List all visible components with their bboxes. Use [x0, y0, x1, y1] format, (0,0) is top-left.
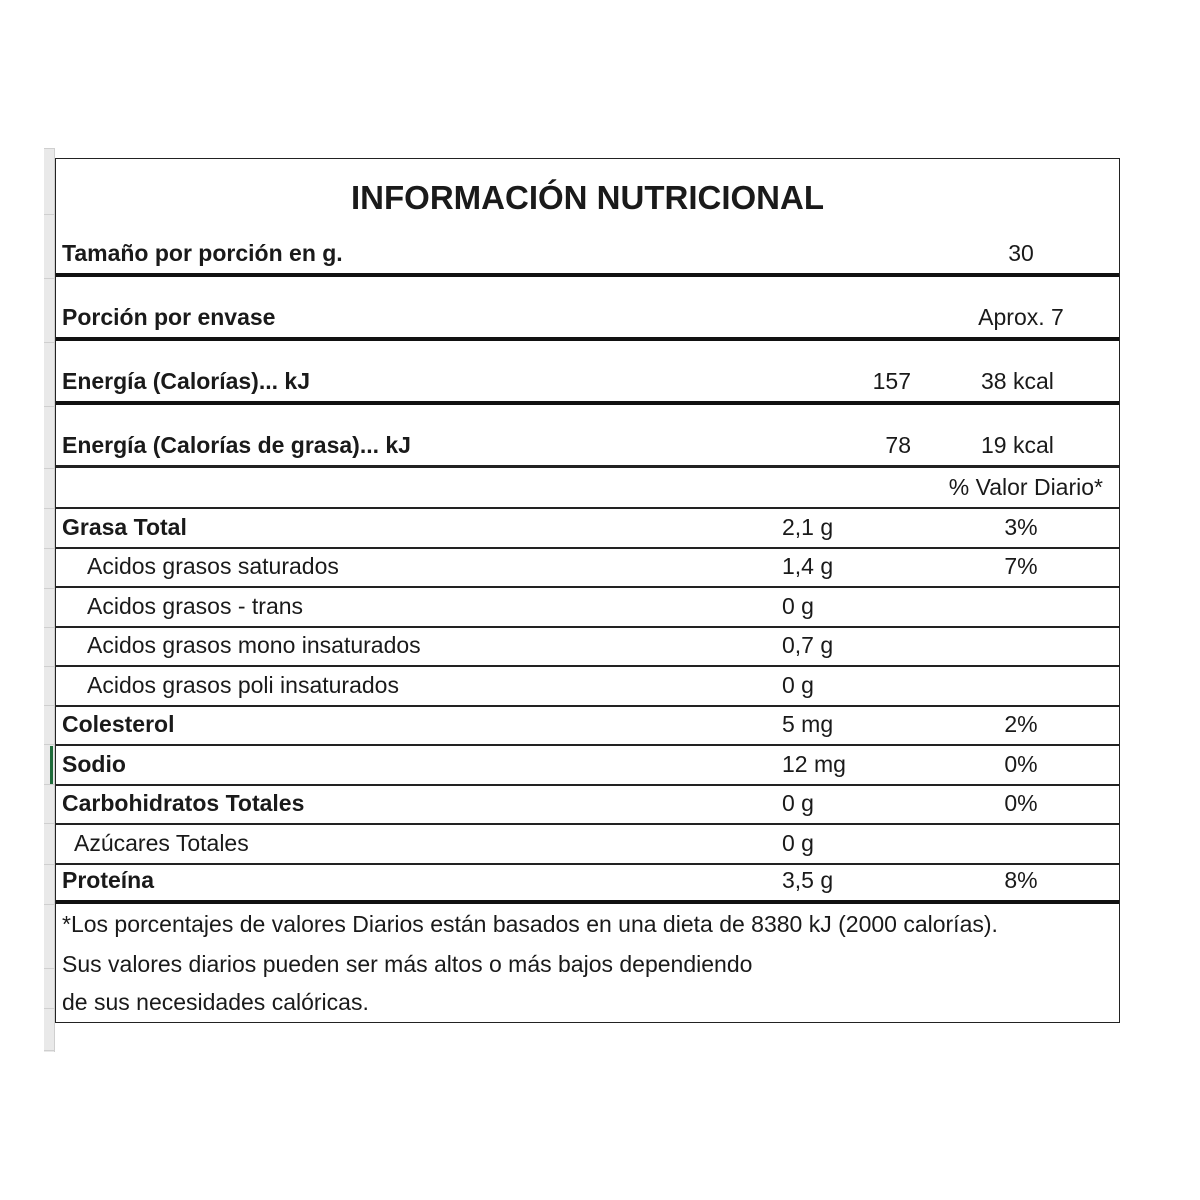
- nutrient-label: Carbohidratos Totales: [62, 790, 305, 816]
- energy-kj: 157: [872, 368, 911, 394]
- nutrient-label: Grasa Total: [62, 513, 187, 540]
- nutrient-row[interactable]: Grasa Total 2,1 g 3%: [56, 509, 1119, 549]
- nutrient-label: Acidos grasos mono insaturados: [87, 632, 421, 658]
- nutrient-amount: 0 g: [782, 829, 814, 856]
- row-divider: [44, 342, 54, 343]
- row-divider: [44, 406, 54, 407]
- energy-kcal: 38 kcal: [981, 368, 1054, 394]
- row-divider: [44, 705, 54, 706]
- nutrition-table: INFORMACIÓN NUTRICIONAL Tamaño por porci…: [55, 158, 1120, 1023]
- row-divider: [44, 1050, 54, 1051]
- row-divider: [44, 666, 54, 667]
- nutrient-label: Acidos grasos saturados: [87, 553, 339, 579]
- nutrient-daily-value: 0%: [1004, 750, 1038, 777]
- servings-label: Porción por envase: [62, 304, 276, 330]
- energy-fat-row[interactable]: Energía (Calorías de grasa)... kJ 78 19 …: [56, 405, 1119, 468]
- nutrient-daily-value: 0%: [1004, 790, 1038, 816]
- nutrient-amount: 5 mg: [782, 711, 834, 737]
- nutrient-row[interactable]: Carbohidratos Totales 0 g 0%: [56, 786, 1119, 825]
- nutrient-row[interactable]: Acidos grasos mono insaturados 0,7 g: [56, 628, 1119, 667]
- page-title: INFORMACIÓN NUTRICIONAL: [351, 179, 824, 216]
- row-divider: [44, 823, 54, 824]
- row-divider: [44, 784, 54, 785]
- nutrient-amount: 0,7 g: [782, 632, 834, 658]
- nutrient-label: Sodio: [62, 750, 126, 777]
- row-divider: [44, 148, 54, 149]
- nutrient-row[interactable]: Colesterol 5 mg 2%: [56, 707, 1119, 746]
- nutrient-amount: 0 g: [782, 671, 814, 698]
- row-divider: [44, 468, 54, 469]
- row-divider: [44, 1008, 54, 1009]
- nutrient-label: Azúcares Totales: [74, 829, 249, 856]
- selected-cell-indicator: [50, 746, 53, 784]
- nutrient-amount: 3,5 g: [782, 867, 834, 893]
- serving-size-value: 30: [1008, 240, 1034, 266]
- servings-row[interactable]: Porción por envase Aprox. 7: [56, 277, 1119, 341]
- nutrient-row[interactable]: Azúcares Totales 0 g: [56, 825, 1119, 865]
- nutrient-daily-value: 3%: [1004, 513, 1038, 540]
- energy-label: Energía (Calorías)... kJ: [62, 368, 310, 394]
- energy-fat-label: Energía (Calorías de grasa)... kJ: [62, 432, 411, 458]
- nutrient-row[interactable]: Acidos grasos poli insaturados 0 g: [56, 667, 1119, 707]
- servings-value: Aprox. 7: [978, 304, 1064, 330]
- row-divider: [44, 508, 54, 509]
- row-divider: [44, 904, 54, 905]
- nutrient-label: Colesterol: [62, 711, 175, 737]
- footnote-line[interactable]: de sus necesidades calóricas.: [62, 989, 369, 1015]
- row-divider: [44, 864, 54, 865]
- nutrient-amount: 0 g: [782, 592, 814, 619]
- row-divider: [44, 588, 54, 589]
- nutrient-daily-value: 7%: [1004, 553, 1038, 579]
- nutrient-amount: 0 g: [782, 790, 814, 816]
- nutrient-label: Acidos grasos poli insaturados: [87, 671, 399, 698]
- row-header-rail: [44, 148, 55, 1052]
- nutrient-amount: 1,4 g: [782, 553, 834, 579]
- nutrient-daily-value: 2%: [1004, 711, 1038, 737]
- nutrient-row[interactable]: Acidos grasos saturados 1,4 g 7%: [56, 549, 1119, 588]
- energy-fat-kcal: 19 kcal: [981, 432, 1054, 458]
- footnote-line[interactable]: Sus valores diarios pueden ser más altos…: [62, 951, 753, 977]
- title-row: INFORMACIÓN NUTRICIONAL: [56, 159, 1119, 231]
- nutrient-row[interactable]: Proteína 3,5 g 8%: [56, 865, 1119, 904]
- serving-size-label: Tamaño por porción en g.: [62, 240, 343, 266]
- nutrient-label: Acidos grasos - trans: [87, 592, 304, 619]
- row-divider: [44, 968, 54, 969]
- nutrient-row[interactable]: Acidos grasos - trans 0 g: [56, 588, 1119, 628]
- nutrient-amount: 2,1 g: [782, 513, 834, 540]
- energy-row[interactable]: Energía (Calorías)... kJ 157 38 kcal: [56, 341, 1119, 405]
- row-divider: [44, 278, 54, 279]
- serving-size-row[interactable]: Tamaño por porción en g. 30: [56, 231, 1119, 277]
- row-divider: [44, 627, 54, 628]
- nutrient-amount: 12 mg: [782, 750, 846, 777]
- nutrient-label: Proteína: [62, 867, 155, 893]
- footnote-line[interactable]: *Los porcentajes de valores Diarios está…: [62, 911, 998, 937]
- row-divider: [44, 744, 54, 745]
- row-divider: [44, 548, 54, 549]
- daily-value-header-row[interactable]: % Valor Diario*: [56, 468, 1119, 509]
- daily-value-header: % Valor Diario*: [948, 474, 1103, 500]
- energy-fat-kj: 78: [885, 432, 911, 458]
- nutrient-daily-value: 8%: [1004, 867, 1038, 893]
- nutrient-row[interactable]: Sodio 12 mg 0%: [56, 746, 1119, 786]
- row-divider: [44, 214, 54, 215]
